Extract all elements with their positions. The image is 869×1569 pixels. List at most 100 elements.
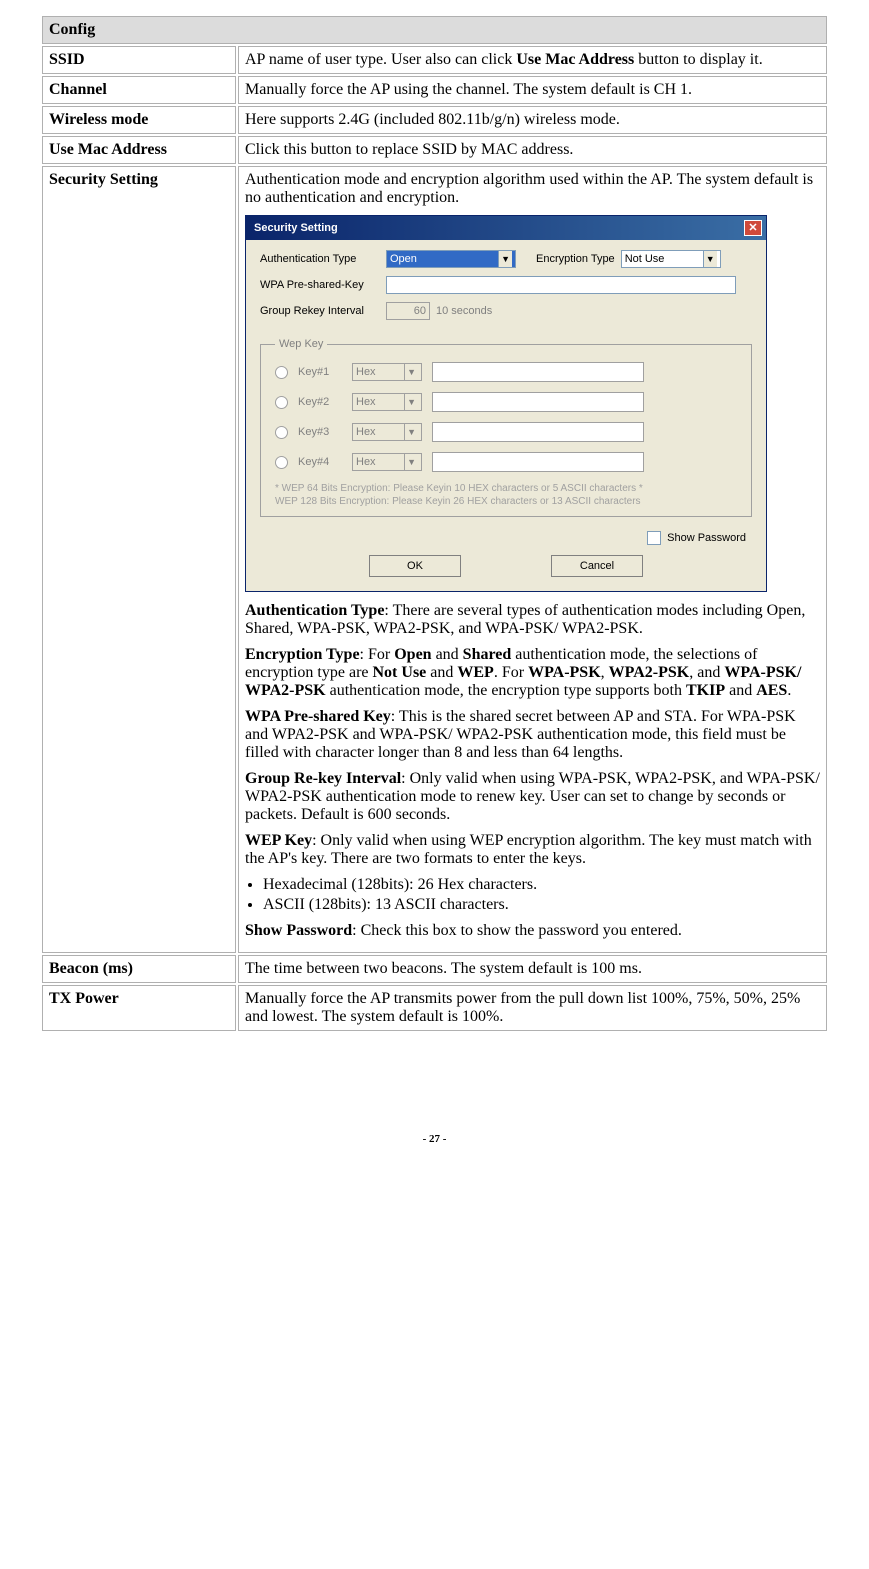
wep-legend: Wep Key [275, 338, 327, 350]
t: , [601, 664, 609, 681]
key3-label: Key#3 [298, 426, 342, 438]
key1-hex: Hex [356, 366, 376, 378]
key2-format[interactable]: Hex ▼ [352, 393, 422, 411]
t: WEP [457, 664, 493, 681]
row-desc-wmode: Here supports 2.4G (included 802.11b/g/n… [238, 106, 827, 134]
t: Not Use [373, 664, 427, 681]
cancel-button[interactable]: Cancel [551, 555, 643, 577]
close-icon[interactable]: ✕ [744, 220, 762, 236]
show-password-checkbox[interactable] [647, 531, 661, 545]
psk-input[interactable] [386, 276, 736, 294]
ok-button[interactable]: OK [369, 555, 461, 577]
key4-label: Key#4 [298, 456, 342, 468]
para-rekey-head: Group Re-key Interval [245, 770, 401, 787]
key2-radio[interactable] [275, 396, 288, 409]
row-label-security: Security Setting [42, 166, 236, 953]
row-label-txpower: TX Power [42, 985, 236, 1031]
row-label-channel: Channel [42, 76, 236, 104]
key3-hex: Hex [356, 426, 376, 438]
psk-label: WPA Pre-shared-Key [260, 279, 380, 291]
t: . For [494, 664, 528, 681]
key-row-1: Key#1 Hex ▼ [275, 362, 737, 382]
para-wep-head: WEP Key [245, 832, 312, 849]
t: TKIP [686, 682, 725, 699]
security-intro: Authentication mode and encryption algor… [245, 171, 820, 207]
wep-hint-2: WEP 128 Bits Encryption: Please Keyin 26… [275, 495, 737, 508]
row-desc-security: Authentication mode and encryption algor… [238, 166, 827, 953]
para-enc-head: Encryption Type [245, 646, 360, 663]
chevron-down-icon: ▼ [703, 251, 717, 267]
key-row-3: Key#3 Hex ▼ [275, 422, 737, 442]
auth-type-value: Open [390, 253, 417, 265]
t: AES [756, 682, 787, 699]
key1-input[interactable] [432, 362, 644, 382]
para-psk-head: WPA Pre-shared Key [245, 708, 391, 725]
row-label-beacon: Beacon (ms) [42, 955, 236, 983]
t: WPA-PSK [528, 664, 601, 681]
para-showpw: Show Password: Check this box to show th… [245, 922, 820, 940]
t: : For [360, 646, 395, 663]
key3-format[interactable]: Hex ▼ [352, 423, 422, 441]
chevron-down-icon: ▼ [498, 251, 512, 267]
para-wep: WEP Key: Only valid when using WEP encry… [245, 832, 820, 868]
t: , and [689, 664, 724, 681]
table-header: Config [42, 16, 827, 44]
key1-radio[interactable] [275, 366, 288, 379]
show-password-row: Show Password [260, 531, 746, 545]
key1-format[interactable]: Hex ▼ [352, 363, 422, 381]
key4-input[interactable] [432, 452, 644, 472]
security-dialog: Security Setting ✕ Authentication Type O… [245, 215, 767, 592]
key1-label: Key#1 [298, 366, 342, 378]
para-wep-body: : Only valid when using WEP encryption a… [245, 832, 812, 867]
rekey-input[interactable]: 60 [386, 302, 430, 320]
wep-bullet-1: Hexadecimal (128bits): 26 Hex characters… [263, 876, 820, 894]
chevron-down-icon: ▼ [404, 394, 418, 410]
t: authentication mode, the encryption type… [326, 682, 686, 699]
row-label-ssid: SSID [42, 46, 236, 74]
row-desc-usemac: Click this button to replace SSID by MAC… [238, 136, 827, 164]
wep-hint-1: * WEP 64 Bits Encryption: Please Keyin 1… [275, 482, 737, 495]
chevron-down-icon: ▼ [404, 424, 418, 440]
para-psk: WPA Pre-shared Key: This is the shared s… [245, 708, 820, 762]
t: and [725, 682, 756, 699]
wep-fieldset: Wep Key Key#1 Hex ▼ Key#2 Hex ▼ [260, 338, 752, 517]
t: and [432, 646, 463, 663]
enc-type-label: Encryption Type [536, 253, 615, 265]
chevron-down-icon: ▼ [404, 454, 418, 470]
ssid-text-a: AP name of user type. User also can clic… [245, 51, 516, 68]
row-desc-channel: Manually force the AP using the channel.… [238, 76, 827, 104]
key4-hex: Hex [356, 456, 376, 468]
key2-input[interactable] [432, 392, 644, 412]
para-showpw-body: : Check this box to show the password yo… [352, 922, 682, 939]
dialog-buttons: OK Cancel [260, 555, 752, 577]
key4-radio[interactable] [275, 456, 288, 469]
key2-label: Key#2 [298, 396, 342, 408]
rekey-label: Group Rekey Interval [260, 305, 380, 317]
auth-type-label: Authentication Type [260, 253, 380, 265]
row-label-wmode: Wireless mode [42, 106, 236, 134]
row-desc-beacon: The time between two beacons. The system… [238, 955, 827, 983]
t: Shared [463, 646, 512, 663]
t: . [787, 682, 791, 699]
wep-hint: * WEP 64 Bits Encryption: Please Keyin 1… [275, 482, 737, 508]
row-desc-txpower: Manually force the AP transmits power fr… [238, 985, 827, 1031]
para-showpw-head: Show Password [245, 922, 352, 939]
t: and [426, 664, 457, 681]
key2-hex: Hex [356, 396, 376, 408]
show-password-label: Show Password [667, 532, 746, 544]
para-rekey: Group Re-key Interval: Only valid when u… [245, 770, 820, 824]
key3-input[interactable] [432, 422, 644, 442]
key4-format[interactable]: Hex ▼ [352, 453, 422, 471]
key-row-2: Key#2 Hex ▼ [275, 392, 737, 412]
chevron-down-icon: ▼ [404, 364, 418, 380]
dialog-body: Authentication Type Open ▼ Encryption Typ… [246, 240, 766, 591]
row-desc-ssid: AP name of user type. User also can clic… [238, 46, 827, 74]
enc-type-value: Not Use [625, 253, 665, 265]
wep-bullet-2: ASCII (128bits): 13 ASCII characters. [263, 896, 820, 914]
wep-bullets: Hexadecimal (128bits): 26 Hex characters… [245, 876, 820, 914]
key3-radio[interactable] [275, 426, 288, 439]
enc-type-select[interactable]: Not Use ▼ [621, 250, 721, 268]
auth-type-select[interactable]: Open ▼ [386, 250, 516, 268]
page-footer: - 27 - [40, 1133, 829, 1145]
para-auth: Authentication Type: There are several t… [245, 602, 820, 638]
